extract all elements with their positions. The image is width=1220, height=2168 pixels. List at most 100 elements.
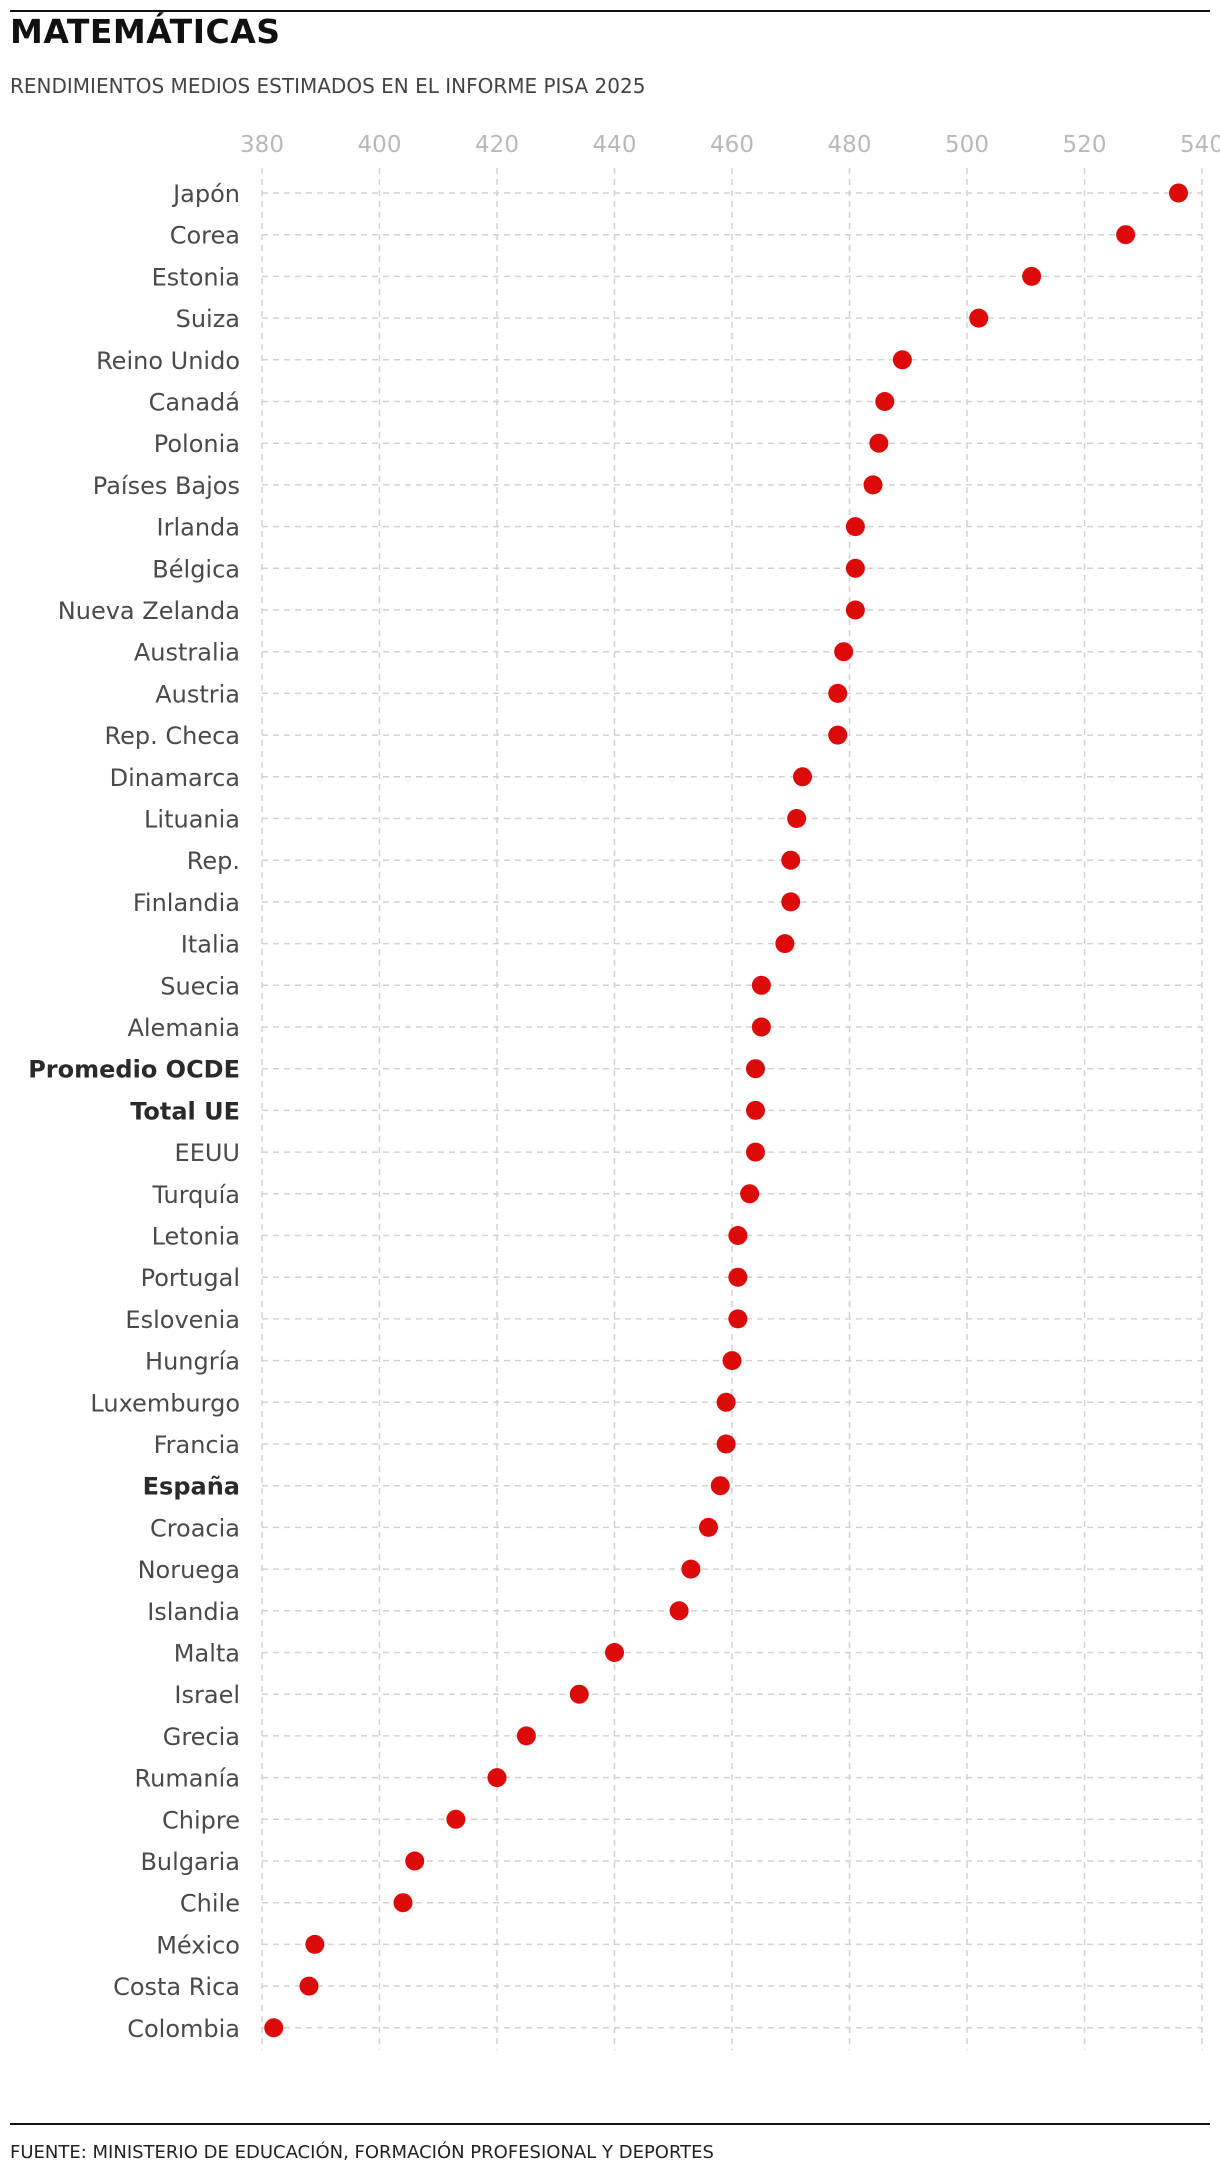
data-point [781, 892, 801, 912]
category-label: Colombia [127, 2015, 240, 2043]
category-label: México [156, 1931, 240, 1959]
category-label: Israel [174, 1681, 240, 1709]
category-label: Canadá [149, 389, 240, 417]
x-tick-label: 480 [828, 132, 872, 158]
data-point [845, 558, 865, 578]
category-label: Chipre [162, 1806, 240, 1834]
data-point [845, 517, 865, 537]
category-label: Austria [155, 680, 240, 708]
category-label: Nueva Zelanda [58, 597, 240, 625]
category-label: Reino Unido [96, 347, 240, 375]
category-label: Finlandia [133, 889, 240, 917]
data-point [487, 1768, 507, 1788]
category-label: Italia [181, 931, 240, 959]
category-label: Eslovenia [125, 1306, 240, 1334]
category-label: Alemania [127, 1014, 240, 1042]
data-point [863, 475, 883, 495]
data-point [305, 1934, 325, 1954]
category-label: Promedio OCDE [28, 1056, 240, 1084]
data-point [716, 1434, 736, 1454]
category-label: Japón [171, 180, 240, 208]
data-point [828, 725, 848, 745]
data-point [869, 433, 889, 453]
category-label: Francia [154, 1431, 240, 1459]
category-label: Lituania [144, 806, 240, 834]
data-point [710, 1476, 730, 1496]
data-point [393, 1893, 413, 1913]
data-point [781, 850, 801, 870]
chart-title: MATEMÁTICAS [10, 12, 281, 51]
category-label: Costa Rica [113, 1973, 240, 2001]
data-point [446, 1809, 466, 1829]
data-point [828, 683, 848, 703]
category-label: Noruega [138, 1556, 240, 1584]
category-label: Rep. [187, 847, 240, 875]
category-label: Bulgaria [140, 1848, 240, 1876]
data-point [751, 1017, 771, 1037]
data-point [875, 392, 895, 411]
category-label: Estonia [152, 263, 240, 291]
x-tick-label: 420 [475, 132, 519, 158]
category-label: Países Bajos [93, 472, 240, 500]
data-point [787, 809, 807, 828]
category-label: Suiza [176, 305, 240, 333]
category-label: España [143, 1473, 240, 1501]
x-tick-label: 540 [1180, 132, 1220, 158]
category-label: Malta [174, 1640, 240, 1668]
category-label: Rumanía [135, 1765, 240, 1793]
category-label: EEUU [175, 1139, 240, 1167]
data-point [892, 350, 912, 370]
data-point [1116, 225, 1136, 245]
data-point [722, 1351, 742, 1371]
data-point [605, 1643, 624, 1662]
data-point [405, 1851, 425, 1871]
data-point [728, 1267, 748, 1287]
category-label: Portugal [141, 1264, 240, 1292]
data-point [728, 1309, 748, 1329]
x-tick-label: 520 [1063, 132, 1107, 158]
category-label: Chile [180, 1890, 240, 1918]
x-tick-label: 440 [593, 132, 637, 158]
chart-subtitle: RENDIMIENTOS MEDIOS ESTIMADOS EN EL INFO… [10, 74, 646, 98]
category-label: Total UE [130, 1097, 240, 1125]
category-label: Islandia [147, 1598, 240, 1626]
data-point [699, 1517, 718, 1537]
category-label: Hungría [145, 1348, 240, 1376]
data-point [845, 600, 865, 620]
data-point [681, 1559, 701, 1579]
category-label: Corea [170, 222, 240, 250]
bottom-rule [10, 2123, 1210, 2125]
category-label: Suecia [160, 972, 240, 1000]
category-label: Bélgica [152, 555, 240, 583]
data-point [740, 1184, 760, 1204]
data-point [716, 1392, 736, 1412]
data-point [1022, 266, 1042, 286]
data-point [669, 1601, 689, 1621]
data-point [834, 642, 854, 662]
category-label: Rep. Checa [105, 722, 241, 750]
category-label: Dinamarca [110, 764, 240, 792]
category-label: Grecia [163, 1723, 240, 1751]
category-label: Croacia [150, 1514, 240, 1542]
data-point [728, 1226, 748, 1245]
category-label: Polonia [154, 430, 240, 458]
category-label: Turquía [152, 1181, 241, 1209]
data-point [1169, 183, 1188, 203]
x-tick-label: 460 [710, 132, 754, 158]
x-tick-label: 500 [945, 132, 989, 158]
data-point [516, 1726, 536, 1746]
data-point [264, 2018, 284, 2038]
source-note: FUENTE: MINISTERIO DE EDUCACIÓN, FORMACI… [10, 2142, 714, 2163]
top-rule [10, 10, 1210, 12]
category-label: Australia [134, 639, 240, 667]
data-point [569, 1684, 589, 1704]
dot-plot-chart: 380 400 420 440 460 480 500 520 540 Japón Corea Est… [28, 132, 1220, 2050]
data-point [746, 1059, 765, 1079]
x-tick-label: 380 [240, 132, 284, 158]
category-label: Luxemburgo [90, 1389, 240, 1417]
data-point [969, 308, 989, 328]
category-label: Letonia [152, 1223, 240, 1251]
data-point [746, 1142, 765, 1162]
data-point [751, 975, 771, 995]
data-point [793, 767, 812, 787]
